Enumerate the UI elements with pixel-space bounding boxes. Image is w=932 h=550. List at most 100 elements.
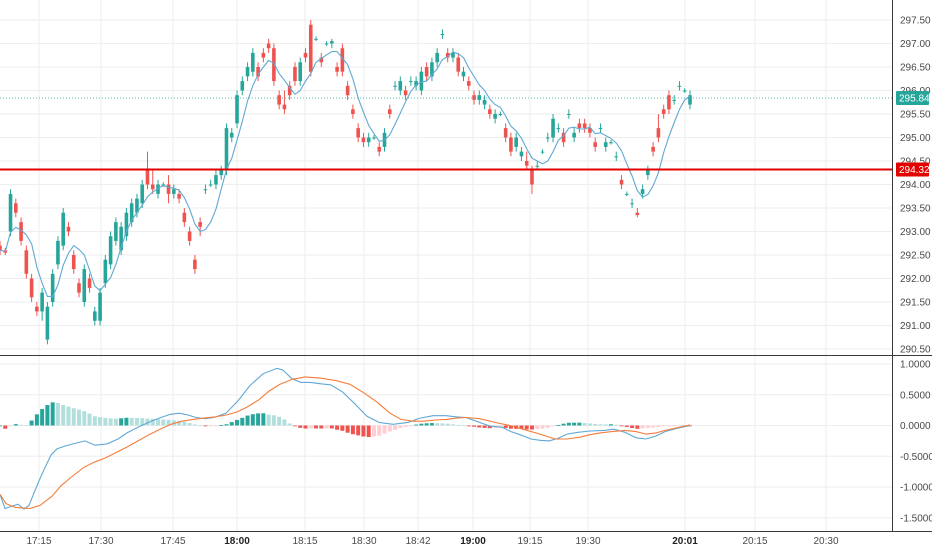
candle-body[interactable] — [551, 118, 555, 138]
candle-body[interactable] — [435, 52, 439, 63]
candle-body[interactable] — [430, 62, 434, 77]
candle-body[interactable] — [298, 62, 303, 82]
macd-axis[interactable]: 1.0000 0.5000 0.0000 -0.5000 -1.0000 -1.5000 — [900, 360, 932, 525]
candle-body[interactable] — [93, 311, 97, 321]
candle-body[interactable] — [572, 132, 576, 138]
candle-body[interactable] — [530, 170, 534, 185]
candle-body[interactable] — [419, 71, 424, 91]
candle-body[interactable] — [71, 255, 76, 270]
candle-body[interactable] — [282, 104, 287, 110]
candle-body[interactable] — [29, 278, 34, 298]
candle-body[interactable] — [19, 222, 23, 241]
candle-body[interactable] — [56, 240, 60, 265]
candle-body[interactable] — [203, 189, 208, 191]
candle-body[interactable] — [567, 114, 571, 115]
candle-body[interactable] — [387, 109, 392, 114]
candle-body[interactable] — [619, 179, 624, 185]
candle-body[interactable] — [87, 278, 92, 288]
candle-body[interactable] — [261, 52, 266, 58]
candle-body[interactable] — [609, 142, 613, 144]
candle-body[interactable] — [61, 212, 66, 246]
candle-body[interactable] — [351, 109, 355, 114]
candle-body[interactable] — [308, 24, 313, 72]
candle-body[interactable] — [672, 99, 676, 101]
candle-body[interactable] — [256, 67, 260, 77]
candle-body[interactable] — [445, 52, 450, 58]
candle-body[interactable] — [372, 137, 376, 139]
candle-body[interactable] — [8, 193, 13, 232]
candle-body[interactable] — [466, 81, 471, 86]
candle-body[interactable] — [98, 292, 102, 321]
candle-body[interactable] — [519, 151, 524, 157]
candle-body[interactable] — [524, 161, 529, 166]
candle-body[interactable] — [667, 95, 671, 110]
candle-body[interactable] — [424, 67, 429, 77]
candle-body[interactable] — [593, 142, 597, 147]
candle-body[interactable] — [303, 52, 308, 58]
candle-body[interactable] — [198, 222, 202, 227]
candle-body[interactable] — [287, 85, 292, 96]
candle-body[interactable] — [582, 123, 587, 129]
time-axis[interactable]: 17:15 17:30 17:45 18:00 18:15 18:30 18:42 19:00… — [26, 536, 838, 547]
candle-body[interactable] — [514, 137, 518, 147]
candle-body[interactable] — [156, 184, 160, 194]
candle-body[interactable] — [545, 137, 550, 139]
candle-body[interactable] — [193, 259, 197, 270]
candle-body[interactable] — [319, 57, 324, 63]
candle-body[interactable] — [577, 123, 582, 129]
candle-body[interactable] — [293, 67, 297, 82]
candle-body[interactable] — [345, 85, 350, 96]
candle-body[interactable] — [166, 184, 171, 194]
candle-body[interactable] — [208, 184, 213, 186]
candle-body[interactable] — [640, 189, 645, 194]
candle-body[interactable] — [414, 81, 418, 86]
candle-body[interactable] — [214, 175, 218, 185]
candle-body[interactable] — [556, 128, 561, 130]
candle-body[interactable] — [403, 90, 408, 96]
candle-body[interactable] — [40, 292, 44, 312]
candle-body[interactable] — [50, 273, 55, 302]
candle-body[interactable] — [335, 67, 339, 72]
candle-body[interactable] — [614, 156, 619, 158]
candle-body[interactable] — [598, 128, 603, 130]
candle-body[interactable] — [45, 306, 50, 340]
candle-body[interactable] — [624, 193, 629, 195]
candle-body[interactable] — [456, 57, 461, 72]
candle-body[interactable] — [540, 151, 545, 153]
candle-body[interactable] — [314, 38, 318, 40]
candle-body[interactable] — [503, 128, 508, 138]
candle-body[interactable] — [393, 85, 397, 87]
candle-body[interactable] — [150, 184, 155, 190]
candle-body[interactable] — [398, 81, 403, 91]
candle-body[interactable] — [498, 114, 503, 115]
candle-body[interactable] — [330, 41, 334, 44]
candle-body[interactable] — [440, 34, 445, 36]
candle-body[interactable] — [77, 283, 81, 293]
candle-body[interactable] — [477, 95, 482, 100]
candle-body[interactable] — [651, 146, 655, 152]
candle-body[interactable] — [493, 114, 497, 119]
candle-body[interactable] — [356, 128, 360, 138]
price-axis[interactable]: 297.50297.00296.50296.00295.50295.00294.… — [900, 16, 931, 356]
candle-body[interactable] — [646, 170, 650, 176]
candle-body[interactable] — [361, 137, 366, 143]
candle-body[interactable] — [114, 222, 118, 241]
candle-body[interactable] — [172, 189, 176, 194]
candle-body[interactable] — [324, 43, 329, 45]
candle-body[interactable] — [366, 137, 371, 143]
candle-body[interactable] — [561, 132, 566, 143]
candle-body[interactable] — [688, 95, 692, 105]
candle-body[interactable] — [245, 67, 250, 77]
candle-body[interactable] — [677, 85, 682, 87]
candle-body[interactable] — [229, 132, 234, 138]
candle-body[interactable] — [251, 52, 255, 72]
candle-body[interactable] — [535, 165, 540, 167]
candle-body[interactable] — [135, 198, 139, 213]
candle-body[interactable] — [0, 245, 2, 251]
candle-body[interactable] — [482, 99, 487, 105]
candle-body[interactable] — [656, 128, 661, 138]
candle-body[interactable] — [472, 95, 476, 100]
candle-body[interactable] — [35, 306, 39, 312]
candle-body[interactable] — [66, 226, 71, 232]
candle-body[interactable] — [488, 109, 492, 114]
